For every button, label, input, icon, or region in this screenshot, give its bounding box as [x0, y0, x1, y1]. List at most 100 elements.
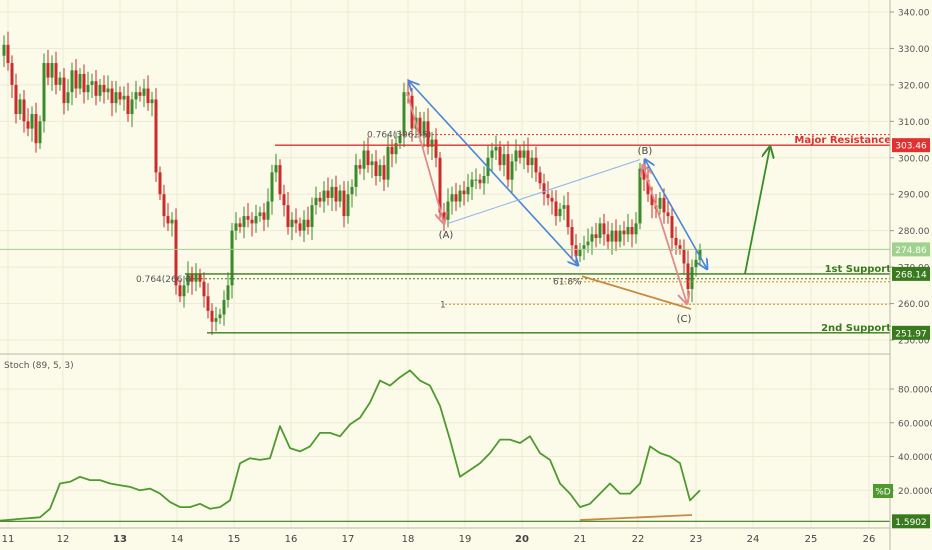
- wave-arrow-red: [406, 91, 444, 223]
- candle-body: [118, 92, 122, 100]
- time-tick-label: 16: [285, 534, 298, 545]
- candle-body: [610, 230, 614, 242]
- price-tick-label: 260.00: [898, 300, 930, 310]
- candle-body: [490, 150, 494, 158]
- candle-body: [506, 154, 510, 180]
- price-tags: 303.46 274.86 268.14 251.97 1.5902 %D: [873, 138, 930, 529]
- candle-body: [522, 150, 526, 158]
- candle-body: [450, 194, 454, 202]
- candle-body: [98, 84, 102, 96]
- price-tick-label: 280.00: [898, 227, 930, 237]
- candle-body: [390, 146, 394, 155]
- candle-body: [434, 139, 438, 158]
- candle-body: [58, 77, 62, 85]
- candle-body: [194, 274, 198, 282]
- candle-body: [674, 237, 678, 246]
- candle-body: [346, 194, 350, 217]
- major-resistance-label: Major Resistance: [794, 135, 891, 146]
- candle-body: [374, 161, 378, 176]
- candle-body: [234, 223, 238, 231]
- candle-body: [206, 296, 210, 311]
- stoch-title: Stoch (89, 5, 3): [4, 361, 74, 371]
- candle-body: [298, 223, 302, 231]
- candle-body: [150, 99, 154, 104]
- candle-body: [498, 146, 502, 166]
- candle-body: [502, 154, 506, 166]
- candle-body: [514, 150, 518, 162]
- candle-body: [350, 186, 354, 195]
- candle-body: [590, 234, 594, 242]
- candle-body: [594, 234, 598, 238]
- stoch-tick-label: 40.0000: [898, 453, 932, 463]
- candle-body: [230, 230, 234, 286]
- candle-body: [74, 70, 78, 89]
- candle-body: [638, 168, 642, 224]
- candle-body: [246, 216, 250, 220]
- candle-body: [238, 223, 242, 228]
- candle-body: [458, 190, 462, 202]
- price-tick-label: 290.00: [898, 191, 930, 201]
- first-support-tag-bg: [892, 266, 930, 281]
- candle-body: [2, 44, 6, 56]
- candle-body: [22, 99, 26, 122]
- candle-body: [178, 285, 182, 297]
- candle-body: [554, 201, 558, 217]
- stoch-level-tag-bg: [892, 514, 930, 529]
- projection-arrow: [744, 147, 770, 274]
- stoch-d-line: [0, 369, 701, 522]
- candle-body: [478, 179, 482, 184]
- time-tick-label: 13: [113, 534, 127, 545]
- candle-body: [90, 81, 94, 85]
- candle-body: [694, 259, 698, 268]
- candle-body: [550, 197, 554, 202]
- candle-body: [162, 194, 166, 217]
- candle-body: [202, 281, 206, 297]
- candle-body: [342, 190, 346, 217]
- candle-body: [154, 99, 158, 173]
- time-axis[interactable]: 11 12 13 14 15 16 17 18 19 20 21 22 23 24 25 26: [2, 534, 876, 545]
- time-tick-label: 22: [632, 534, 645, 545]
- candle-body: [14, 84, 18, 115]
- stoch-d-tag-bg: [873, 484, 893, 498]
- candle-body: [378, 165, 382, 176]
- candle-body: [578, 248, 582, 257]
- candle-body: [402, 92, 406, 136]
- candle-body: [30, 114, 34, 129]
- candle-body: [138, 92, 142, 96]
- candle-body: [294, 219, 298, 224]
- stoch-tick-label: 60.0000: [898, 419, 932, 429]
- candle-body: [474, 179, 478, 181]
- candle-body: [558, 208, 562, 217]
- candle-body: [110, 88, 114, 104]
- candle-body: [242, 216, 246, 228]
- candle-body: [622, 230, 626, 235]
- candle-body: [62, 77, 66, 104]
- fib-label-top: 0.764(306.35): [367, 131, 431, 141]
- candle-body: [86, 84, 90, 93]
- stoch-level-tag: 1.5902: [895, 518, 927, 528]
- candle-body: [606, 234, 610, 242]
- candle-body: [158, 172, 162, 195]
- candle-body: [182, 285, 186, 297]
- candle-body: [358, 165, 362, 169]
- time-tick-label: 12: [57, 534, 70, 545]
- candle-body: [394, 143, 398, 155]
- candle-body: [662, 197, 666, 213]
- candle-body: [534, 157, 538, 173]
- candle-body: [398, 135, 402, 144]
- candle-body: [134, 92, 138, 100]
- candle-body: [66, 92, 70, 104]
- candle-body: [366, 150, 370, 166]
- candle-body: [114, 92, 118, 104]
- first-support-tag: 268.14: [895, 270, 927, 280]
- candle-body: [586, 241, 590, 246]
- candle-body: [562, 205, 566, 209]
- candle-body: [306, 219, 310, 228]
- candle-body: [26, 121, 30, 129]
- candle-body: [266, 201, 270, 220]
- candle-body: [78, 73, 82, 89]
- major-resistance-tag-bg: [892, 138, 930, 153]
- time-tick-label: 19: [459, 534, 472, 545]
- wave-arrow-blue: [409, 81, 578, 265]
